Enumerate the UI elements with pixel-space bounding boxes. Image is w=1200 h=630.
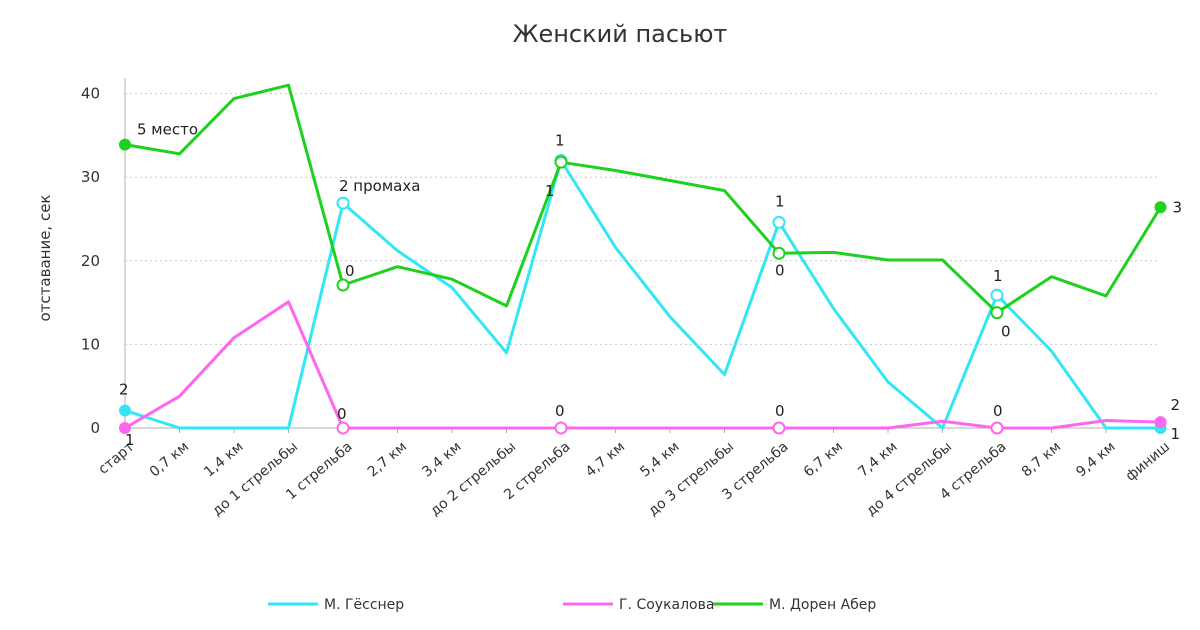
data-label: 2 промаха [339,177,420,195]
data-label: 0 [1001,323,1011,341]
x-tick-label: 5,4 км [637,439,682,481]
series-markers [119,138,1167,435]
data-label: 0 [345,262,355,280]
x-tick-label: 2,7 км [365,439,410,481]
data-label: 3 [1173,198,1183,216]
x-tick-label: 0,7 км [147,439,192,481]
data-label: 1 [1171,425,1181,443]
data-label: 0 [337,405,347,423]
data-point-marker [990,288,1004,302]
data-point-marker [336,196,350,210]
x-tick-label: 7,4 км [855,439,900,481]
data-point-marker [554,155,568,169]
data-label: 0 [993,402,1003,420]
data-point-marker [772,215,786,229]
data-point-marker [554,421,568,435]
y-tick-label: 0 [90,419,100,437]
data-label: 5 место [137,121,198,139]
data-point-marker [336,278,350,292]
data-label: 0 [775,261,785,279]
data-label: 2 [1171,396,1181,414]
x-tick-label: 4,7 км [583,439,628,481]
annotations: 5 место 2 1 2 промаха 0 0 1 1 0 1 0 0 1 0 0 3 2 1 [119,121,1182,449]
x-tick-label: 8,7 км [1019,439,1064,481]
data-label: 2 [119,380,129,398]
data-label: 0 [555,402,565,420]
data-point-marker [1154,416,1167,429]
series-line-2 [124,83,1162,315]
series-line-0 [124,159,1161,430]
series-lines [124,83,1162,430]
y-tick-label: 30 [81,168,100,186]
y-axis-label: отставание, сек [36,195,54,322]
y-tick-label: 20 [81,252,100,270]
legend-label-2: М. Дорен Абер [769,597,876,613]
legend-label-1: Г. Соукалова [619,597,714,613]
data-label: 1 [545,182,555,200]
data-label: 0 [775,402,785,420]
y-tick-label: 10 [81,335,100,353]
y-tick-label: 40 [81,85,100,103]
data-point-marker [990,306,1004,320]
data-point-marker [772,421,786,435]
data-label: 1 [993,267,1003,285]
y-ticks: 0 10 20 30 40 [81,85,100,437]
data-label: 1 [125,431,135,449]
data-point-marker [119,138,131,151]
x-tick-label: 3,4 км [419,439,464,481]
axes [124,78,1161,433]
chart-title: Женский пасьют [513,20,728,48]
data-point-marker [1154,201,1167,214]
data-point-marker [119,404,131,417]
legend: М. Гёсснер Г. Соукалова М. Дорен Абер [268,597,876,613]
legend-label-0: М. Гёсснер [324,597,404,613]
data-point-marker [990,421,1004,435]
data-point-marker [772,246,786,260]
data-point-marker [119,422,131,434]
series-line-1 [124,300,1161,430]
data-point-marker [336,421,350,435]
x-tick-label: финиш [1123,439,1173,485]
data-label: 1 [775,192,785,210]
x-tick-label: 6,7 км [801,439,846,481]
x-tick-label: 1,4 км [201,439,246,481]
x-tick-label: 9,4 км [1073,439,1118,481]
data-label: 1 [555,131,565,149]
